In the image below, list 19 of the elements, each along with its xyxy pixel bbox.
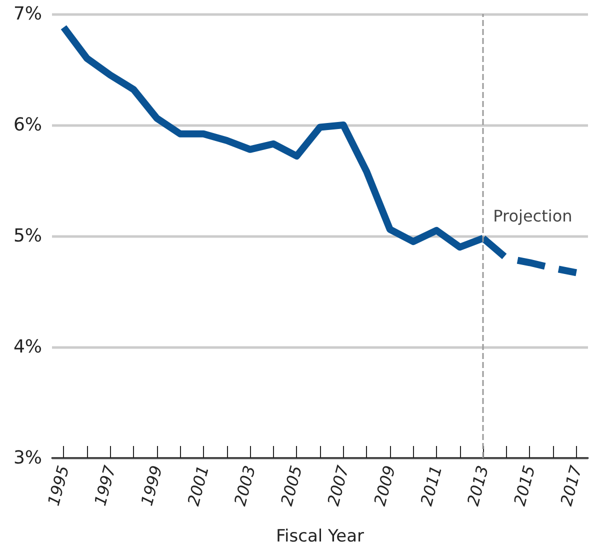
y-tick-label: 7% bbox=[13, 4, 42, 24]
x-tick-label: 1997 bbox=[90, 462, 120, 508]
y-tick-label: 5% bbox=[13, 226, 42, 246]
y-tick-label: 3% bbox=[13, 448, 42, 468]
x-tick-label: 2003 bbox=[230, 464, 260, 508]
x-axis-title: Fiscal Year bbox=[276, 526, 364, 546]
x-tick-label: 1995 bbox=[44, 464, 73, 508]
x-tick-label: 2013 bbox=[463, 464, 492, 508]
ref-line-label: Projection bbox=[493, 206, 572, 226]
x-tick-label: 2001 bbox=[184, 464, 213, 508]
x-tick-label: 2015 bbox=[510, 464, 539, 508]
x-tick-label: 1999 bbox=[137, 464, 166, 508]
x-tick-label: 2011 bbox=[416, 464, 446, 508]
x-tick-label: 2017 bbox=[556, 462, 586, 508]
x-tick-label: 2009 bbox=[370, 464, 400, 508]
y-tick-label: 4% bbox=[13, 336, 42, 358]
y-tick-label: 6% bbox=[13, 114, 42, 136]
x-tick-label: 2007 bbox=[324, 462, 353, 508]
x-tick-label: 2005 bbox=[276, 464, 306, 508]
